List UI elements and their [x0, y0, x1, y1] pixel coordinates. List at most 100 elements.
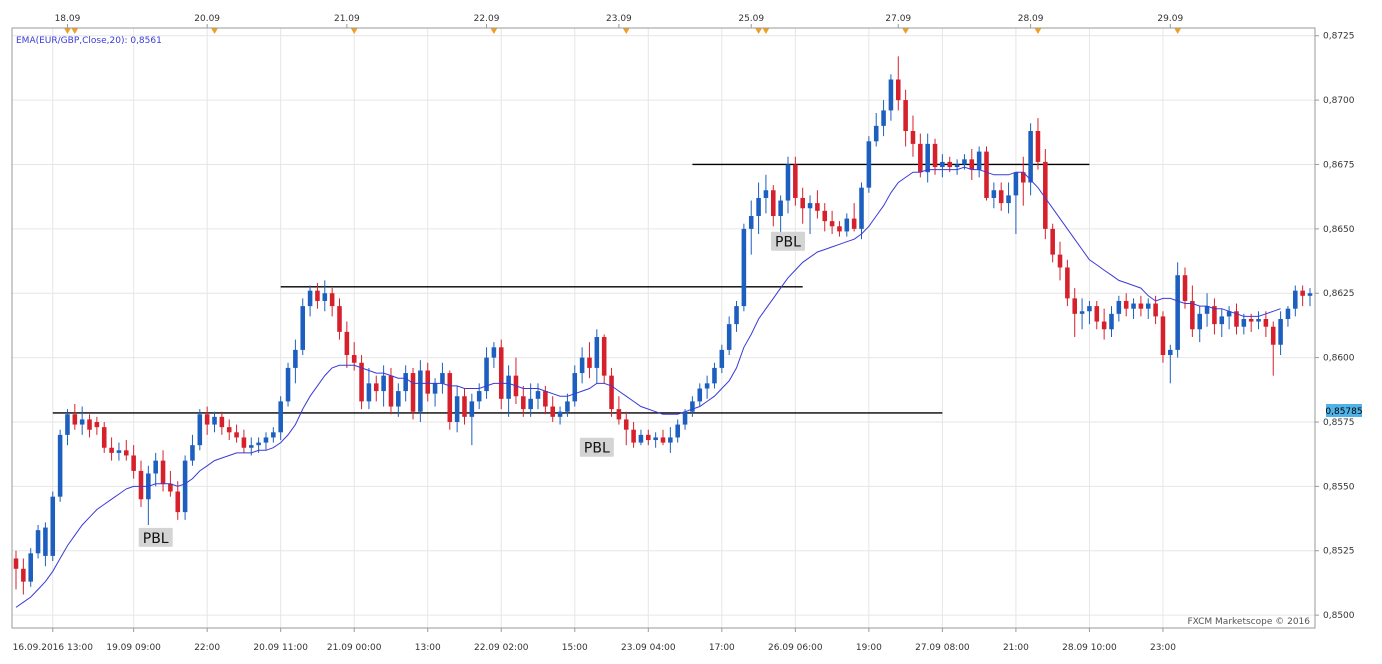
candle-body [440, 373, 445, 384]
x-tick-label: 21.09 00:00 [327, 643, 382, 653]
candle-body [976, 151, 982, 170]
candle-body [1300, 290, 1305, 296]
candle-body [241, 437, 247, 448]
candle-body [87, 419, 92, 430]
candle-body [1072, 298, 1078, 314]
candle-body [1079, 311, 1085, 314]
candle-body [190, 445, 195, 461]
y-tick-label: 0,8575 [1323, 418, 1355, 428]
candle-body [682, 411, 688, 425]
candle-body [587, 357, 592, 368]
candle-body [712, 367, 717, 384]
candle-body [1234, 311, 1239, 327]
candle-body [293, 349, 298, 368]
candle-body [1065, 267, 1070, 299]
candle-body [1307, 293, 1313, 296]
y-tick-label: 0,8650 [1323, 225, 1355, 235]
top-date-label: 29.09 [1157, 14, 1183, 24]
y-tick-label: 0,8700 [1323, 96, 1355, 106]
event-marker [211, 28, 219, 34]
candle-body [550, 406, 555, 417]
candle-body [1013, 172, 1019, 196]
x-tick-label: 27.09 08:00 [915, 643, 970, 653]
candle-body [1263, 318, 1269, 327]
event-marker [902, 28, 910, 34]
candle-body [13, 558, 19, 569]
candle-body [1101, 321, 1107, 330]
candle-body [771, 190, 776, 216]
candle-body [1175, 275, 1180, 350]
candle-body [182, 460, 188, 513]
candle-body [565, 401, 570, 412]
candle-body [807, 203, 813, 209]
annotation-box [770, 231, 805, 251]
candle-body [822, 210, 828, 222]
candle-body [1094, 306, 1100, 322]
candle-body [572, 373, 578, 402]
candle-body [381, 375, 386, 392]
candle-body [829, 221, 835, 227]
candle-body [498, 347, 504, 399]
candle-body [1043, 161, 1048, 229]
candle-body [1182, 275, 1188, 301]
x-tick-label: 26.09 06:00 [768, 643, 823, 653]
indicator-label: EMA(EUR/GBP,Close,20): 0,8561 [16, 36, 162, 46]
candle-body [704, 383, 710, 389]
candle-body [28, 553, 33, 582]
candle-body [1226, 311, 1232, 317]
candle-body [653, 437, 658, 441]
candle-body [638, 434, 644, 443]
candle-body [1241, 318, 1247, 327]
candle-body [623, 419, 629, 430]
candle-body [557, 411, 563, 417]
candle-body [116, 450, 122, 453]
candle-body [432, 383, 438, 394]
candle-body [543, 391, 548, 407]
current-price-tag [1326, 404, 1362, 417]
candle-body [866, 141, 872, 188]
candle-body [954, 164, 960, 168]
candle-body [1168, 349, 1173, 356]
candle-body [124, 450, 129, 456]
candle-body [763, 190, 769, 198]
x-tick-label: 21:00 [1003, 643, 1029, 653]
candle-body [403, 373, 408, 392]
candle-body [815, 203, 820, 211]
x-tick-label: 16.09.2016 13:00 [13, 643, 94, 653]
x-tick-label: 19:00 [856, 643, 882, 653]
candle-body [903, 100, 908, 132]
candle-body [800, 197, 805, 209]
candle-body [21, 568, 26, 582]
ema-line [15, 166, 1281, 608]
event-marker [350, 28, 358, 34]
current-price-label: 0,85785 [1325, 407, 1362, 417]
candle-body [131, 455, 136, 471]
candle-body [991, 190, 997, 198]
annotation-box [579, 437, 614, 457]
candle-body [94, 421, 100, 428]
candle-body [1109, 313, 1114, 330]
candle-body [447, 373, 453, 422]
x-tick-label: 13:00 [415, 643, 441, 653]
event-marker [1174, 28, 1182, 34]
candle-body [962, 159, 967, 165]
candle-body [1219, 316, 1225, 325]
candle-body [969, 159, 975, 170]
candle-body [660, 437, 666, 443]
candle-body [910, 131, 916, 144]
annotations: PBL PBL PBL [138, 231, 805, 547]
annotation-box [138, 527, 173, 547]
candle-body [72, 414, 78, 425]
event-marker [622, 28, 630, 34]
candle-body [984, 151, 989, 198]
candle-body [844, 218, 850, 232]
x-tick-label: 15:00 [562, 643, 588, 653]
y-tick-label: 0,8625 [1323, 289, 1355, 299]
candle-body [1256, 318, 1261, 322]
candle-body [57, 434, 63, 497]
candle-body [212, 416, 217, 425]
candle-body [601, 337, 607, 376]
top-date-label: 28.09 [1018, 14, 1044, 24]
event-marker [63, 28, 71, 34]
